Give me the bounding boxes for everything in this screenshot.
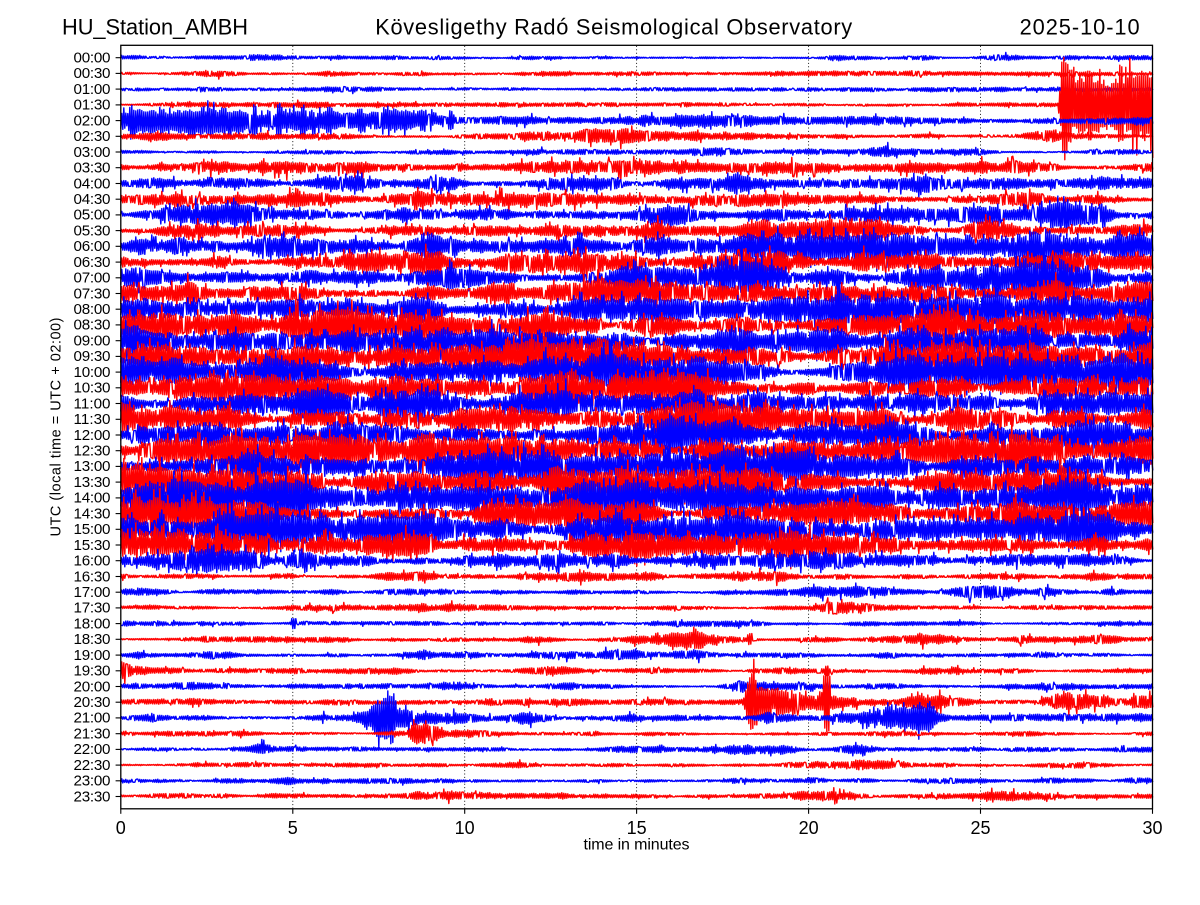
svg-text:0: 0 (116, 818, 126, 838)
svg-text:05:00: 05:00 (74, 207, 111, 224)
svg-text:00:00: 00:00 (74, 50, 111, 67)
svg-text:06:00: 06:00 (74, 238, 111, 255)
svg-text:14:00: 14:00 (74, 490, 111, 507)
svg-text:21:00: 21:00 (74, 710, 111, 727)
svg-text:30: 30 (1142, 818, 1162, 838)
svg-text:2025-10-10: 2025-10-10 (1020, 15, 1140, 40)
svg-text:14:30: 14:30 (74, 505, 111, 522)
svg-text:01:00: 01:00 (74, 81, 111, 98)
svg-text:20:30: 20:30 (74, 694, 111, 711)
svg-text:05:30: 05:30 (74, 222, 111, 239)
svg-text:04:00: 04:00 (74, 175, 111, 192)
svg-text:09:00: 09:00 (74, 333, 111, 350)
svg-text:10:30: 10:30 (74, 380, 111, 397)
svg-text:02:30: 02:30 (74, 128, 111, 145)
svg-text:5: 5 (288, 818, 298, 838)
svg-text:22:30: 22:30 (74, 757, 111, 774)
svg-text:03:00: 03:00 (74, 144, 111, 161)
svg-text:10:00: 10:00 (74, 364, 111, 381)
svg-text:04:30: 04:30 (74, 191, 111, 208)
svg-text:01:30: 01:30 (74, 97, 111, 114)
svg-text:15: 15 (627, 818, 647, 838)
svg-text:HU_Station_AMBH: HU_Station_AMBH (62, 15, 248, 40)
svg-text:22:00: 22:00 (74, 741, 111, 758)
svg-text:11:00: 11:00 (74, 395, 111, 412)
svg-text:16:30: 16:30 (74, 568, 111, 585)
svg-text:00:30: 00:30 (74, 65, 111, 82)
svg-text:23:30: 23:30 (74, 788, 111, 805)
svg-text:06:30: 06:30 (74, 254, 111, 271)
svg-text:03:30: 03:30 (74, 160, 111, 177)
svg-text:08:30: 08:30 (74, 317, 111, 334)
svg-text:13:30: 13:30 (74, 474, 111, 491)
svg-text:Kövesligethy Radó Seismologica: Kövesligethy Radó Seismological Observat… (375, 15, 852, 40)
svg-text:11:30: 11:30 (74, 411, 111, 428)
svg-text:15:00: 15:00 (74, 521, 111, 538)
svg-text:02:00: 02:00 (74, 112, 111, 129)
svg-text:13:00: 13:00 (74, 458, 111, 475)
svg-text:19:00: 19:00 (74, 647, 111, 664)
svg-text:18:30: 18:30 (74, 631, 111, 648)
svg-text:15:30: 15:30 (74, 537, 111, 554)
svg-text:12:00: 12:00 (74, 427, 111, 444)
svg-text:20: 20 (799, 818, 819, 838)
svg-text:18:00: 18:00 (74, 615, 111, 632)
svg-text:07:00: 07:00 (74, 270, 111, 287)
svg-text:UTC (local time = UTC + 02:00): UTC (local time = UTC + 02:00) (49, 318, 65, 537)
svg-text:16:00: 16:00 (74, 553, 111, 570)
svg-text:07:30: 07:30 (74, 285, 111, 302)
svg-text:25: 25 (970, 818, 990, 838)
svg-text:time in minutes: time in minutes (584, 836, 690, 853)
svg-text:17:30: 17:30 (74, 600, 111, 617)
svg-text:12:30: 12:30 (74, 443, 111, 460)
svg-text:10: 10 (455, 818, 475, 838)
svg-text:19:30: 19:30 (74, 663, 111, 680)
svg-text:20:00: 20:00 (74, 678, 111, 695)
svg-text:08:00: 08:00 (74, 301, 111, 318)
svg-text:17:00: 17:00 (74, 584, 111, 601)
svg-text:21:30: 21:30 (74, 726, 111, 743)
svg-text:09:30: 09:30 (74, 348, 111, 365)
svg-text:23:00: 23:00 (74, 773, 111, 790)
